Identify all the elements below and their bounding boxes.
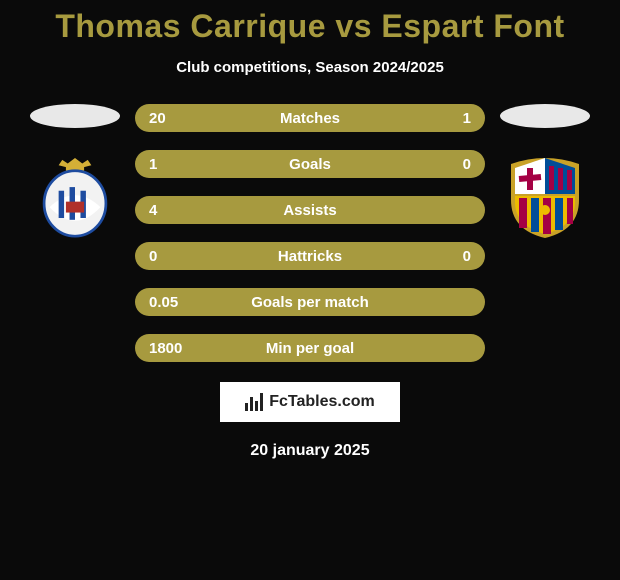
page-title: Thomas Carrique vs Espart Font	[55, 8, 564, 45]
stat-bar: 0.05Goals per match	[135, 288, 485, 316]
stat-left-value: 1	[149, 156, 199, 173]
stat-right-value: 0	[421, 156, 471, 173]
logo-text: FcTables.com	[269, 393, 375, 411]
stat-label: Hattricks	[199, 248, 421, 265]
stat-bar: 4Assists	[135, 196, 485, 224]
stat-left-value: 1800	[149, 340, 199, 357]
page-subtitle: Club competitions, Season 2024/2025	[176, 59, 444, 76]
player-left-silhouette	[30, 104, 120, 128]
stat-right-value: 1	[421, 110, 471, 127]
player-right-silhouette	[500, 104, 590, 128]
stat-right-value: 0	[421, 248, 471, 265]
barcelona-crest-icon	[505, 156, 585, 240]
left-column	[15, 104, 135, 238]
stat-bar: 20Matches1	[135, 104, 485, 132]
main-area: 20Matches11Goals04Assists0Hattricks00.05…	[0, 104, 620, 362]
stat-left-value: 4	[149, 202, 199, 219]
stat-left-value: 20	[149, 110, 199, 127]
stat-label: Goals per match	[199, 294, 421, 311]
stat-label: Min per goal	[199, 340, 421, 357]
stat-bar: 1800Min per goal	[135, 334, 485, 362]
stat-left-value: 0	[149, 248, 199, 265]
stat-bar: 0Hattricks0	[135, 242, 485, 270]
club-crest-right	[505, 158, 585, 238]
stat-label: Matches	[199, 110, 421, 127]
stat-bar: 1Goals0	[135, 150, 485, 178]
stat-label: Assists	[199, 202, 421, 219]
stat-left-value: 0.05	[149, 294, 199, 311]
stats-list: 20Matches11Goals04Assists0Hattricks00.05…	[135, 104, 485, 362]
stat-label: Goals	[199, 156, 421, 173]
date-label: 20 january 2025	[250, 442, 369, 460]
ponferradina-crest-icon	[35, 152, 115, 244]
logo-bars-icon	[245, 393, 263, 411]
right-column	[485, 104, 605, 238]
club-crest-left	[35, 158, 115, 238]
fctables-logo: FcTables.com	[220, 382, 400, 422]
